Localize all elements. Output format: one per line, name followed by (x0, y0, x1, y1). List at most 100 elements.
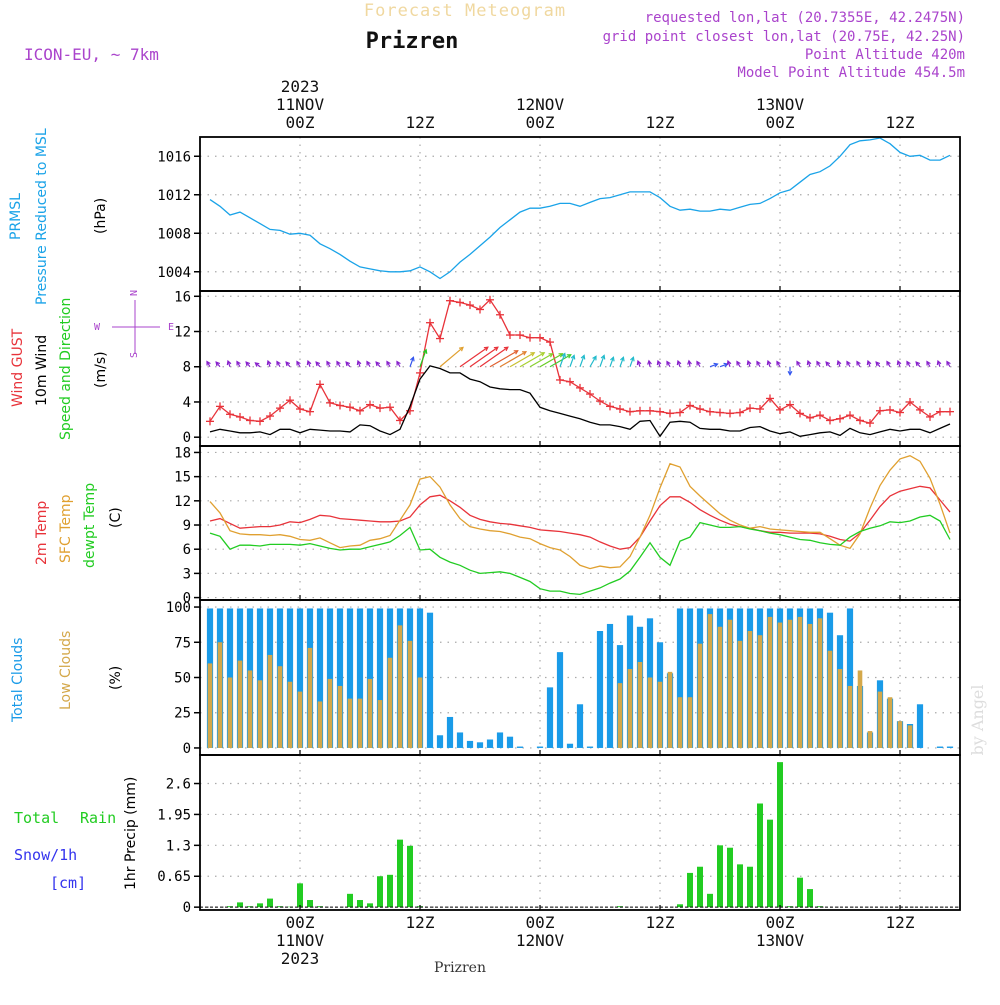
gust-marker (936, 408, 944, 416)
low-cloud-bar (718, 627, 723, 748)
gust-marker (596, 397, 604, 405)
gust-marker (376, 404, 384, 412)
total-cloud-bar (497, 732, 503, 748)
gust-marker (946, 408, 954, 416)
gust-marker (466, 301, 474, 309)
low-cloud-bar (668, 672, 673, 748)
top-hour-label: 12Z (406, 113, 435, 132)
requested-coords: requested lon,lat (20.7355E, 42.2475N) (645, 10, 965, 26)
low-cloud-bar (288, 682, 293, 748)
rain-bar (307, 900, 313, 907)
wind-dir-label: Speed and Direction (58, 298, 74, 440)
series-sfc-temp (210, 456, 950, 569)
low-cloud-bar (708, 614, 713, 748)
clouds-low-label: Low Clouds (58, 631, 74, 710)
low-cloud-bar (418, 678, 423, 748)
gust-marker (696, 405, 704, 413)
clouds-ytick-label: 0 (183, 741, 191, 757)
wind-frame (200, 291, 960, 446)
gust-marker (926, 413, 934, 421)
gust-marker (726, 409, 734, 417)
gust-marker (666, 409, 674, 417)
rain-bar (727, 848, 733, 907)
clouds-unit: (%) (108, 666, 124, 690)
wind-arrow (590, 356, 596, 366)
series-dewpt-temp (210, 515, 950, 594)
bottom-hour-label: 00Z (766, 913, 795, 932)
low-cloud-bar (738, 641, 743, 748)
wind-arrow (777, 362, 780, 367)
temperature-ytick-label: 12 (174, 494, 191, 510)
wind-arrow (357, 361, 361, 367)
bottom-hour-label: 12Z (646, 913, 675, 932)
wind-ytick-label: 16 (174, 289, 191, 305)
gust-marker (356, 407, 364, 415)
total-cloud-bar (547, 687, 553, 748)
total-cloud-bar (437, 735, 443, 748)
rain-bar (747, 867, 753, 907)
rain-bar (757, 803, 763, 907)
model-altitude: Model Point Altitude 454.5m (737, 65, 965, 81)
wind-arrow (747, 361, 751, 367)
wind-arrow (657, 361, 661, 367)
bottom-hour-label: 12Z (406, 913, 435, 932)
compass-n: N (129, 290, 140, 296)
low-cloud-bar (258, 680, 263, 748)
compass-rose: N W E S (94, 290, 174, 358)
wind-arrow-shaft (530, 354, 553, 367)
precip-frame (200, 755, 960, 910)
total-cloud-bar (917, 704, 923, 748)
model-label: ICON-EU, ~ 7km (24, 45, 159, 64)
low-cloud-bar (878, 692, 883, 748)
wind-arrow (580, 355, 585, 366)
wind-arrow (376, 362, 380, 367)
total-cloud-bar (597, 631, 603, 748)
clouds-ytick-label: 25 (174, 706, 191, 722)
low-cloud-bar (678, 697, 683, 748)
wind-arrow (346, 362, 350, 367)
gust-marker (256, 417, 264, 425)
low-cloud-bar (398, 625, 403, 748)
wind-ytick-label: 12 (174, 325, 191, 341)
bottom-date-label: 12NOV (516, 931, 565, 950)
wind-arrow (837, 361, 841, 367)
low-cloud-bar (698, 644, 703, 748)
gust-marker (346, 403, 354, 411)
wind-arrow (216, 362, 220, 367)
gust-marker (206, 417, 214, 425)
low-cloud-bar (378, 700, 383, 748)
wind-arrow (927, 362, 930, 367)
gust-marker (716, 409, 724, 417)
total-cloud-bar (587, 747, 593, 748)
legend-rain-2: Rain (80, 809, 116, 827)
wind-arrow (817, 362, 820, 367)
low-cloud-bar (648, 678, 653, 748)
gust-marker (516, 331, 524, 339)
temperature-ytick-label: 6 (183, 542, 191, 558)
gust-marker (706, 408, 714, 416)
wind-arrow (767, 361, 771, 367)
bottom-hour-label: 12Z (886, 913, 915, 932)
gust-marker (456, 298, 464, 306)
precip-ytick-label: 0.65 (157, 869, 191, 885)
low-cloud-bar (238, 661, 243, 748)
gust-marker (886, 406, 894, 414)
wind-arrow (797, 362, 800, 367)
total-cloud-bar (487, 740, 493, 748)
rain-bar (267, 899, 273, 908)
low-cloud-bar (908, 725, 913, 748)
wind-arrow (337, 362, 340, 367)
point-altitude: Point Altitude 420m (805, 47, 965, 63)
low-cloud-bar (778, 623, 783, 748)
pressure-label-1: PRMSL (8, 193, 24, 240)
wind-arrow (727, 361, 731, 367)
location-title: Prizren (366, 29, 459, 54)
total-cloud-bar (577, 704, 583, 748)
wind-arrow (788, 367, 792, 375)
gust-marker (426, 319, 434, 327)
